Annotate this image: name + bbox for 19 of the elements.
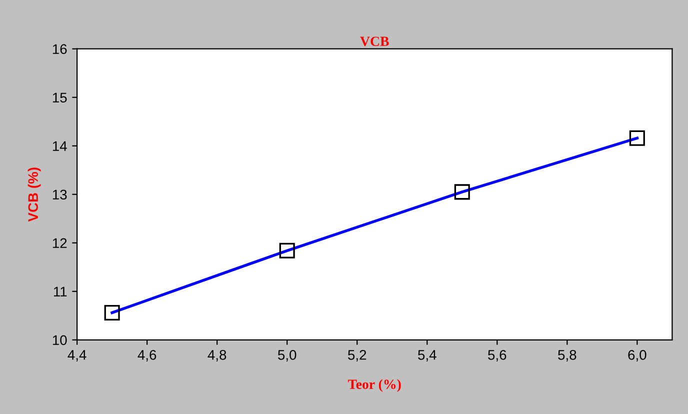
x-tick-label: 6,0 (628, 350, 646, 362)
y-tick-label: 16 (52, 44, 67, 54)
x-tick-label: 5,2 (348, 350, 366, 362)
y-tick-label: 12 (52, 238, 67, 248)
y-tick-label: 11 (54, 286, 67, 296)
x-axis-title: Teor (%) (348, 379, 401, 392)
x-tick-label: 5,4 (418, 350, 436, 362)
x-tick-label: 4,8 (208, 350, 226, 362)
x-tick-label: 5,0 (278, 350, 296, 362)
x-tick-label: 5,6 (488, 350, 506, 362)
y-tick-label: 13 (52, 190, 67, 200)
chart-title: VCB (360, 36, 389, 46)
x-tick-label: 4,4 (68, 350, 86, 362)
y-tick-label: 14 (52, 141, 67, 151)
x-tick-label: 5,8 (558, 350, 576, 362)
y-tick-label: 10 (52, 335, 67, 346)
x-tick-label: 4,6 (138, 350, 156, 362)
y-axis-title: VCB (%) (28, 168, 41, 222)
y-tick-label: 15 (52, 92, 67, 103)
